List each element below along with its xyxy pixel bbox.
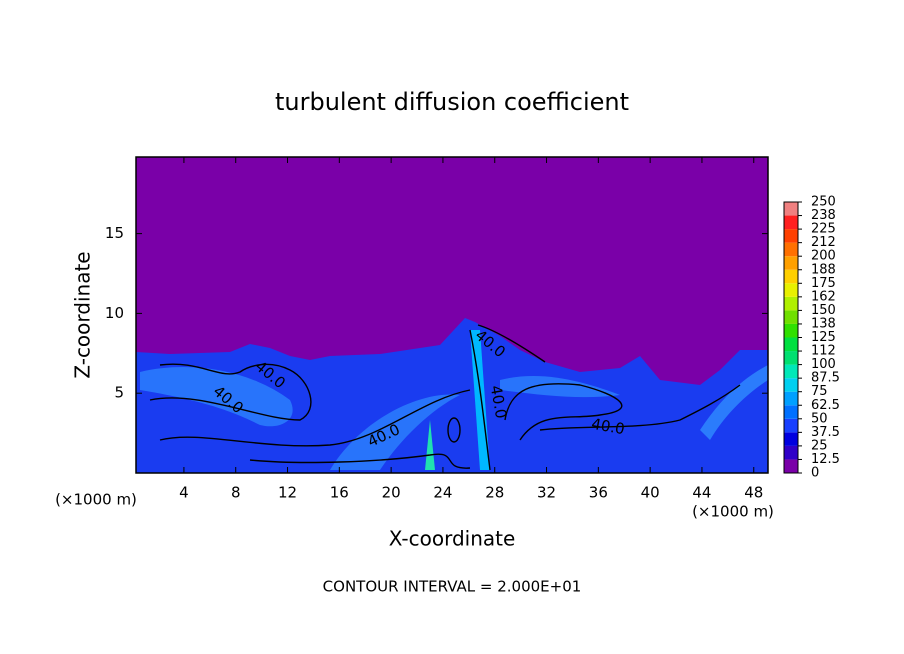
colorbar-bin [784,378,798,392]
y-tick-label: 15 [105,224,124,242]
colorbar-bin [784,229,798,243]
contour-label: 40.0 [487,384,511,420]
field-streak [470,330,490,470]
colorbar-bin [784,351,798,365]
x-tick-label: 44 [692,484,711,502]
contour-line [249,453,471,469]
colorbar-label: 188 [811,262,836,277]
contour-label: 40.0 [590,415,626,439]
x-tick-label: 28 [485,484,504,502]
colorbar-label: 162 [811,289,836,304]
x-tick-label: 40 [641,484,660,502]
y-axis-label: Z-coordinate [71,251,95,378]
colorbar-bin [784,202,798,216]
colorbar-label: 100 [811,357,836,372]
x-tick-label: 36 [589,484,608,502]
x-tick-label: 8 [231,484,241,502]
colorbar-bin [784,459,798,473]
colorbar-bin [784,283,798,297]
colorbar-label: 62.5 [811,398,840,413]
y-tick-label: 10 [105,304,124,322]
contour-line [469,324,546,471]
colorbar-label: 12.5 [811,452,840,467]
field-streak [330,394,460,470]
colorbar-bin [784,364,798,379]
x-unit-left: (×1000 m) [55,491,137,509]
colorbar-bin [784,337,798,352]
plot-frame [135,156,769,474]
colorbar-bin [784,405,798,419]
colorbar-label: 238 [811,208,836,223]
colorbar-label: 212 [811,235,836,250]
colorbar-bin [784,445,798,460]
colorbar-label: 25 [811,438,828,453]
x-tick-label: 24 [433,484,452,502]
colorbar-bin [784,323,798,338]
field-streak [500,375,620,398]
colorbar-label: 250 [811,195,836,210]
colorbar-bin [784,256,798,270]
field-streak [425,420,435,470]
colorbar-bin [784,296,798,311]
x-tick-label: 32 [537,484,556,502]
x-tick-label: 12 [278,484,297,502]
colorbar-bin [784,215,798,230]
colorbar-bin [784,310,798,324]
footer-note: CONTOUR INTERVAL = 2.000E+01 [323,578,582,596]
contour-line [539,384,741,431]
colorbar-bin [784,391,798,406]
colorbar-label: 150 [811,303,836,318]
colorbar-bin [784,432,798,446]
field-streak [140,367,293,427]
y-tick-label: 5 [114,384,124,402]
colorbar-label: 87.5 [811,371,840,386]
contour-line [159,389,471,447]
x-tick-label: 48 [744,484,763,502]
contour-line [447,417,461,443]
x-axis-label: X-coordinate [389,527,516,551]
colorbar-label: 138 [811,316,836,331]
chart-title: turbulent diffusion coefficient [275,88,629,116]
colorbar-label: 75 [811,384,828,399]
colorbar-label: 37.5 [811,425,840,440]
x-tick-label: 20 [382,484,401,502]
colorbar-label: 125 [811,330,836,345]
colorbar-label: 50 [811,411,828,426]
colorbar-bin [784,269,798,284]
colorbar-bin [784,242,798,257]
contour-line [149,363,312,421]
colorbar-label: 225 [811,222,836,237]
contour-line [504,383,623,441]
colorbar-label: 0 [811,466,819,481]
x-tick-label: 4 [179,484,189,502]
colorbar-label: 175 [811,276,836,291]
field-streak [700,365,768,440]
colorbar-bin [784,418,798,433]
x-unit-right: (×1000 m) [692,503,774,521]
colorbar-label: 200 [811,249,836,264]
field: 40.040.040.040.040.040.0 [136,318,768,473]
x-tick-label: 16 [330,484,349,502]
colorbar-label: 112 [811,344,836,359]
